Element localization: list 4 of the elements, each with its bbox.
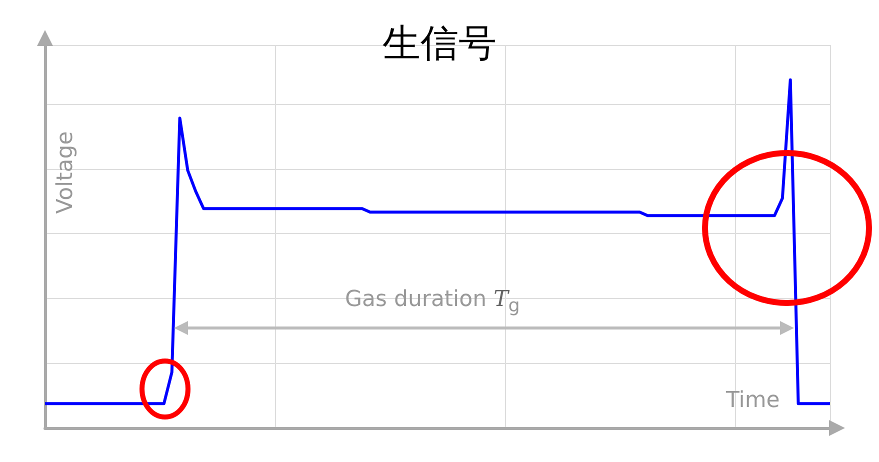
x-axis-title: Time bbox=[726, 388, 780, 413]
annotation: Gas duration T$_{g}$ bbox=[345, 287, 520, 316]
chart-title: 生信号 bbox=[382, 20, 498, 67]
y-axis-title: Voltage bbox=[52, 131, 78, 214]
